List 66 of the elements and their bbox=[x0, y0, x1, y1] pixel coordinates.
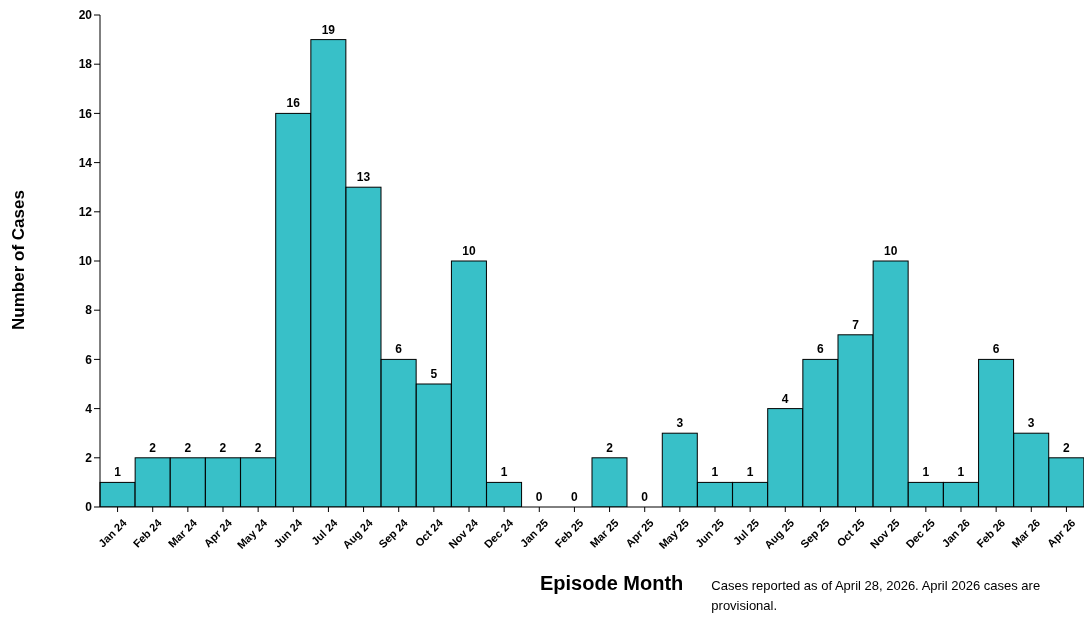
x-tick-label: Oct 24 bbox=[412, 515, 446, 549]
data-label: 1 bbox=[957, 465, 965, 480]
x-tick-label: Oct 25 bbox=[834, 516, 867, 549]
y-tick-label: 2 bbox=[85, 451, 93, 466]
data-label: 2 bbox=[254, 440, 262, 455]
x-tick-label: Jan 25 bbox=[517, 516, 551, 550]
data-label: 19 bbox=[321, 22, 336, 37]
data-label: 1 bbox=[500, 465, 508, 480]
y-tick-label: 4 bbox=[85, 401, 93, 416]
x-tick-label: Mar 26 bbox=[1009, 516, 1043, 550]
x-tick-label: Aug 24 bbox=[340, 515, 376, 552]
y-tick-label: 6 bbox=[85, 352, 93, 367]
y-tick-label: 10 bbox=[78, 254, 93, 269]
x-tick-label: Jul 25 bbox=[730, 516, 762, 548]
x-tick-label: Sep 24 bbox=[376, 515, 411, 551]
x-tick-label: Apr 24 bbox=[201, 515, 235, 550]
y-tick-label: 12 bbox=[78, 205, 93, 220]
x-tick-label: Aug 25 bbox=[761, 516, 797, 552]
y-tick-label: 0 bbox=[85, 500, 93, 515]
data-label: 2 bbox=[149, 440, 157, 455]
x-tick-label: Jun 25 bbox=[692, 516, 727, 550]
x-tick-label: Jan 26 bbox=[939, 516, 973, 550]
x-tick-label: Dec 24 bbox=[481, 515, 516, 551]
data-label: 2 bbox=[1063, 440, 1071, 455]
data-label: 7 bbox=[852, 317, 860, 332]
x-tick-label: Mar 25 bbox=[587, 516, 621, 550]
x-tick-label: Feb 25 bbox=[552, 516, 586, 550]
data-label: 0 bbox=[641, 490, 649, 504]
data-label: 6 bbox=[992, 342, 1000, 357]
text: Cases reported as of April 28, 2026. April 2026 cases are provisional. bbox=[711, 577, 1042, 615]
data-label: 5 bbox=[430, 367, 438, 381]
data-label: 1 bbox=[114, 465, 122, 480]
data-label: 10 bbox=[883, 244, 898, 258]
y-axis-title: Number of Cases bbox=[9, 190, 29, 330]
data-label: 1 bbox=[922, 465, 930, 480]
y-tick-label: 18 bbox=[78, 57, 93, 72]
x-tick-label: Apr 25 bbox=[623, 516, 656, 550]
x-tick-label: Feb 24 bbox=[130, 515, 165, 550]
data-label: 2 bbox=[219, 440, 227, 455]
x-tick-label: Apr 26 bbox=[1044, 516, 1078, 550]
data-label: 3 bbox=[1027, 416, 1035, 431]
x-tick-label: Jun 24 bbox=[271, 515, 305, 550]
data-label: 10 bbox=[462, 244, 476, 258]
data-label: 2 bbox=[606, 440, 614, 455]
y-tick-label: 14 bbox=[78, 155, 93, 170]
y-tick-label: 20 bbox=[78, 8, 93, 23]
data-label: 1 bbox=[711, 465, 719, 480]
data-label: 3 bbox=[676, 416, 684, 431]
y-tick-label: 8 bbox=[85, 303, 93, 318]
x-tick-label: Jul 24 bbox=[308, 515, 341, 548]
x-tick-label: Feb 26 bbox=[974, 516, 1008, 550]
x-axis-title: Episode Month bbox=[540, 572, 684, 595]
data-label: 16 bbox=[286, 96, 301, 111]
data-label: 2 bbox=[184, 440, 192, 455]
data-label: 6 bbox=[817, 342, 825, 357]
x-tick-label: Mar 24 bbox=[165, 515, 200, 550]
data-label: 6 bbox=[395, 342, 403, 357]
x-tick-label: Jan 24 bbox=[95, 515, 130, 550]
x-tick-label: Dec 25 bbox=[903, 516, 937, 551]
x-tick-label: Sep 25 bbox=[797, 516, 832, 551]
y-tick-label: 16 bbox=[78, 106, 93, 121]
data-label: 13 bbox=[356, 170, 371, 185]
data-label: 0 bbox=[535, 490, 543, 504]
data-label: 0 bbox=[571, 490, 579, 504]
data-label: 4 bbox=[781, 391, 789, 406]
data-label: 1 bbox=[746, 465, 754, 480]
